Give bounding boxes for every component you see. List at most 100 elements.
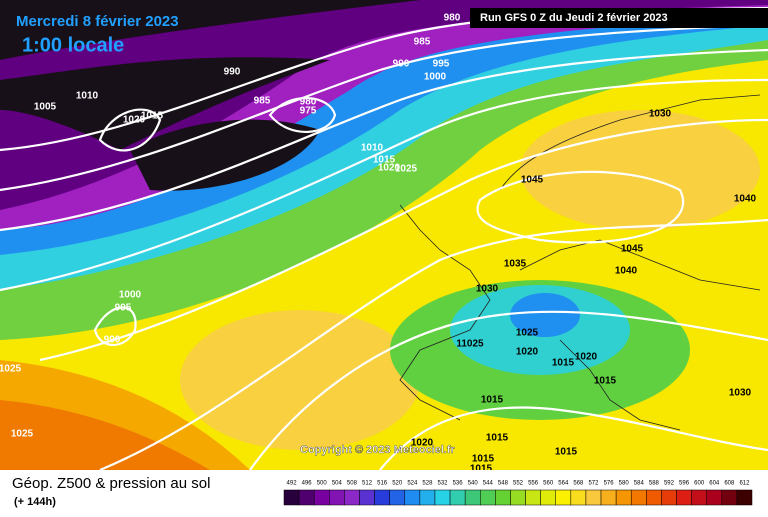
isobar-label: 1010 — [361, 143, 384, 154]
scale-label: 496 — [302, 481, 313, 487]
isobar-label: 1000 — [119, 290, 142, 301]
run-banner — [470, 8, 768, 28]
scale-swatch — [646, 489, 662, 506]
scale-swatch — [676, 489, 692, 506]
scale-label: 540 — [468, 481, 479, 487]
isobar-label: 990 — [393, 59, 410, 70]
scale-label: 504 — [332, 481, 343, 487]
scale-swatch — [298, 489, 315, 506]
scale-label: 544 — [483, 481, 494, 487]
scale-label: 564 — [558, 481, 569, 487]
scale-label: 516 — [377, 481, 388, 487]
isobar-label: 1025 — [516, 328, 539, 339]
scale-label: 528 — [422, 481, 433, 487]
isobar-label: 1015 — [552, 358, 575, 369]
scale-swatch — [721, 489, 738, 506]
scale-swatch — [480, 489, 496, 506]
scale-swatch — [510, 489, 526, 506]
isobar-label: 1015 — [472, 454, 495, 465]
scale-label: 492 — [287, 481, 298, 487]
isobar-label: 1025 — [395, 164, 418, 175]
isobar-label: 985 — [414, 37, 431, 48]
isobar-label: 995 — [115, 303, 132, 314]
isobar-label: 1015 — [555, 447, 578, 458]
scale-swatch — [313, 489, 330, 506]
isobar-label: 990 — [104, 335, 121, 346]
scale-swatch — [630, 489, 647, 506]
scale-swatch — [283, 489, 300, 506]
isobar-label: 1015 — [470, 464, 493, 475]
scale-label: 536 — [453, 481, 464, 487]
scale-label: 584 — [634, 481, 645, 487]
isobar-label: 980 — [444, 13, 461, 24]
isobar-label: 1005 — [34, 102, 57, 113]
scale-swatch — [419, 489, 436, 506]
isobar-label: 1020 — [411, 438, 434, 449]
scale-swatch — [736, 489, 753, 506]
scale-swatch — [495, 489, 511, 506]
isobar-label: 1015 — [486, 433, 509, 444]
scale-swatch — [706, 489, 723, 506]
scale-label: 600 — [694, 481, 705, 487]
isobar-label: 11025 — [456, 339, 484, 350]
scale-swatch — [570, 489, 587, 506]
scale-label: 608 — [724, 481, 735, 487]
isobar-label: 1025 — [11, 429, 34, 440]
isobar-label: 1045 — [521, 175, 544, 186]
isobar-label: 1030 — [649, 109, 672, 120]
scale-label: 524 — [407, 481, 418, 487]
isobar-label: 1030 — [476, 284, 499, 295]
scale-swatch — [600, 489, 617, 506]
isobar-label: 1000 — [424, 72, 447, 83]
isobar-label: 1025 — [0, 364, 22, 375]
isobar-label: 1020 — [123, 115, 146, 126]
isobar-label: 985 — [254, 96, 271, 107]
isobar-label: 1040 — [615, 266, 638, 277]
coastlines — [399, 94, 761, 431]
isobar-label: 1020 — [516, 347, 539, 358]
field-background — [0, 0, 768, 470]
isobar-label: 1035 — [504, 259, 527, 270]
isobar-label: 990 — [224, 67, 241, 78]
scale-swatch — [434, 489, 451, 506]
footer-title: Géop. Z500 & pression au sol — [12, 475, 210, 492]
scale-label: 612 — [739, 481, 750, 487]
scale-swatch — [525, 489, 541, 506]
run-info: Run GFS 0 Z du Jeudi 2 février 2023 — [480, 12, 668, 24]
isobar-label: 1020 — [378, 163, 401, 174]
isobar-label: 1015 — [373, 155, 396, 166]
scale-label: 520 — [392, 481, 403, 487]
forecast-time: 1:00 locale — [22, 34, 124, 56]
scale-swatch — [389, 489, 406, 506]
scale-label: 532 — [438, 481, 449, 487]
copyright: Copyright © 2023 Meteociel.fr — [300, 444, 456, 456]
scale-swatch — [585, 489, 602, 506]
isobar-label: 1020 — [575, 352, 598, 363]
footer-lead: (+ 144h) — [14, 496, 56, 508]
isobar-label: 1010 — [76, 91, 99, 102]
scale-label: 508 — [347, 481, 358, 487]
scale-label: 588 — [649, 481, 660, 487]
isobar-label: 1030 — [729, 388, 752, 399]
isobar-label: 1045 — [621, 244, 644, 255]
scale-label: 548 — [498, 481, 509, 487]
isobar-label: 1040 — [734, 194, 757, 205]
scale-swatch — [404, 489, 421, 506]
scale-swatch — [555, 489, 572, 506]
scale-label: 560 — [543, 481, 554, 487]
isobar-label: 1015 — [141, 111, 164, 122]
scale-label: 572 — [588, 481, 599, 487]
scale-swatch — [344, 489, 360, 506]
scale-swatch — [464, 489, 481, 506]
scale-swatch — [661, 489, 677, 506]
isobar-label: 1015 — [481, 395, 504, 406]
isobar-label: 975 — [300, 106, 317, 117]
scale-label: 576 — [604, 481, 615, 487]
scale-label: 592 — [664, 481, 675, 487]
scale-label: 556 — [528, 481, 539, 487]
scale-label: 580 — [619, 481, 630, 487]
scale-swatch — [540, 489, 556, 506]
scale-label: 596 — [679, 481, 690, 487]
scale-swatch — [374, 489, 390, 506]
